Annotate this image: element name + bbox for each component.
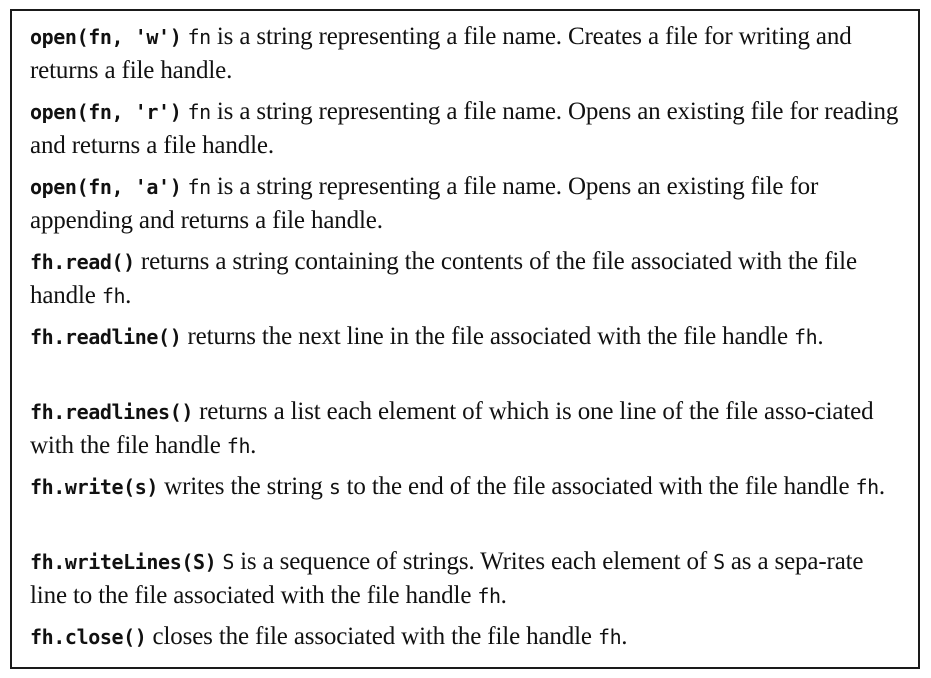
description-text: writes the string: [164, 473, 329, 500]
entry-writelines: fh.writeLines(S) S is a sequence of stri…: [30, 545, 902, 613]
entry-description: writes the string s to the end of the fi…: [164, 473, 885, 500]
description-text: returns the next line in the file associ…: [187, 323, 795, 350]
entry-description: returns a string containing the contents…: [30, 248, 857, 309]
description-text: is a string representing a file name. Op…: [30, 173, 819, 234]
code-term: fh: [855, 475, 880, 499]
description-text: .: [817, 323, 824, 350]
code-term: fh: [794, 325, 818, 349]
entry-open-write: open(fn, 'w') fn is a string representin…: [30, 20, 902, 87]
entry-description: fn is a string representing a file name.…: [30, 98, 898, 159]
code-term: fn: [187, 25, 211, 49]
entry-description: returns the next line in the file associ…: [187, 323, 823, 350]
description-text: .: [878, 473, 885, 500]
code-term: fh: [101, 284, 126, 308]
code-term: S: [713, 550, 725, 574]
entry-open-append: open(fn, 'a') fn is a string representin…: [30, 170, 902, 237]
description-text: is a sequence of strings. Writes each el…: [234, 548, 714, 575]
code-term: fh: [477, 584, 501, 608]
file-methods-reference-box: open(fn, 'w') fn is a string representin…: [10, 9, 920, 669]
entry-signature: open(fn, 'r'): [30, 100, 182, 124]
code-term: fh: [597, 625, 622, 649]
entry-signature: fh.readlines(): [30, 400, 193, 424]
entry-signature: fh.write(s): [30, 475, 159, 499]
entry-open-read: open(fn, 'r') fn is a string representin…: [30, 95, 902, 162]
entry-description: S is a sequence of strings. Writes each …: [30, 548, 864, 609]
description-text: returns a string containing the contents…: [30, 248, 857, 309]
entry-signature: open(fn, 'a'): [30, 175, 182, 199]
entry-description: fn is a string representing a file name.…: [30, 23, 852, 84]
description-text: is a string representing a file name. Cr…: [30, 23, 852, 84]
entry-close: fh.close() closes the file associated wi…: [30, 620, 902, 654]
description-text: .: [250, 432, 257, 459]
entry-read: fh.read() returns a string containing th…: [30, 245, 902, 313]
description-text: .: [500, 582, 507, 609]
entry-readlines: fh.readlines() returns a list each eleme…: [30, 395, 902, 463]
entry-write: fh.write(s) writes the string s to the e…: [30, 470, 902, 504]
code-term: s: [328, 475, 341, 499]
description-text: closes the file associated with the file…: [152, 623, 598, 650]
entry-description: closes the file associated with the file…: [153, 623, 628, 650]
entry-signature: fh.readline(): [30, 325, 182, 349]
entry-signature: open(fn, 'w'): [30, 25, 182, 49]
entry-description: fn is a string representing a file name.…: [30, 173, 818, 234]
description-text: returns a list each element of which is …: [30, 398, 874, 459]
entry-readline: fh.readline() returns the next line in t…: [30, 320, 902, 354]
code-term: fn: [187, 175, 211, 199]
code-term: fh: [226, 434, 251, 458]
description-text: as a sepa-rate line to the file associat…: [30, 548, 864, 609]
description-text: .: [621, 623, 628, 650]
entry-signature: fh.close(): [30, 625, 147, 649]
description-text: is a string representing a file name. Op…: [30, 98, 899, 159]
description-text: to the end of the file associated with t…: [340, 473, 856, 500]
entry-signature: fh.read(): [30, 250, 135, 274]
code-term: fn: [187, 100, 211, 124]
entry-description: returns a list each element of which is …: [30, 398, 874, 459]
description-text: .: [125, 282, 132, 309]
code-term: S: [222, 550, 235, 574]
entry-signature: fh.writeLines(S): [30, 550, 217, 574]
